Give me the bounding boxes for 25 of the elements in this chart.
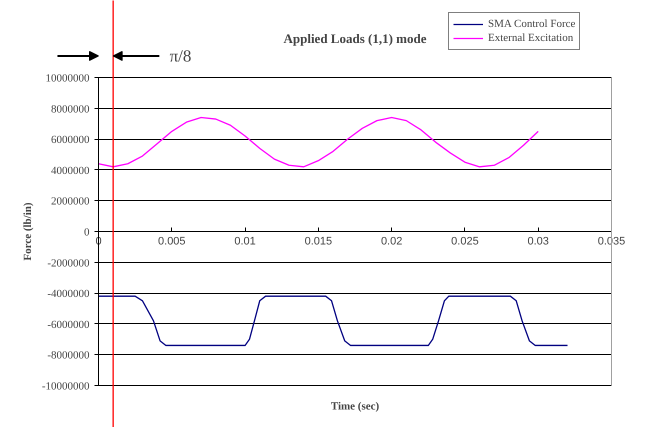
x-tick-label: 0.03 [528, 236, 549, 248]
chart-title: Applied Loads (1,1) mode [283, 31, 427, 46]
y-tick-label: 0 [84, 226, 90, 238]
line-series [98, 296, 568, 346]
y-tick-label: 8000000 [51, 103, 90, 116]
x-axis-title: Time (sec) [330, 400, 380, 412]
ref-line-label: π/8 [170, 46, 192, 66]
y-tick-label: 4000000 [51, 164, 90, 177]
x-tick-label: 0.015 [304, 236, 332, 248]
y-tick-label: -6000000 [47, 318, 90, 331]
y-tick-label: -10000000 [42, 380, 90, 392]
x-tick-label: 0.005 [158, 236, 186, 248]
y-axis-title: Force (lb/in) [22, 202, 34, 261]
legend-label: External Excitation [488, 31, 574, 45]
x-tick-label: 0.01 [234, 236, 256, 248]
legend-label: SMA Control Force [488, 17, 576, 31]
y-tick-label: -2000000 [47, 257, 90, 270]
y-tick-label: -8000000 [47, 350, 90, 362]
x-tick-label: 0.025 [451, 236, 479, 248]
y-tick-label: 10000000 [46, 72, 90, 84]
x-tick-label: 0.02 [380, 236, 402, 248]
line-series [98, 116, 539, 168]
y-tick-label: 2000000 [51, 196, 90, 208]
y-tick-label: -4000000 [47, 288, 90, 300]
y-tick-label: 6000000 [51, 134, 90, 146]
